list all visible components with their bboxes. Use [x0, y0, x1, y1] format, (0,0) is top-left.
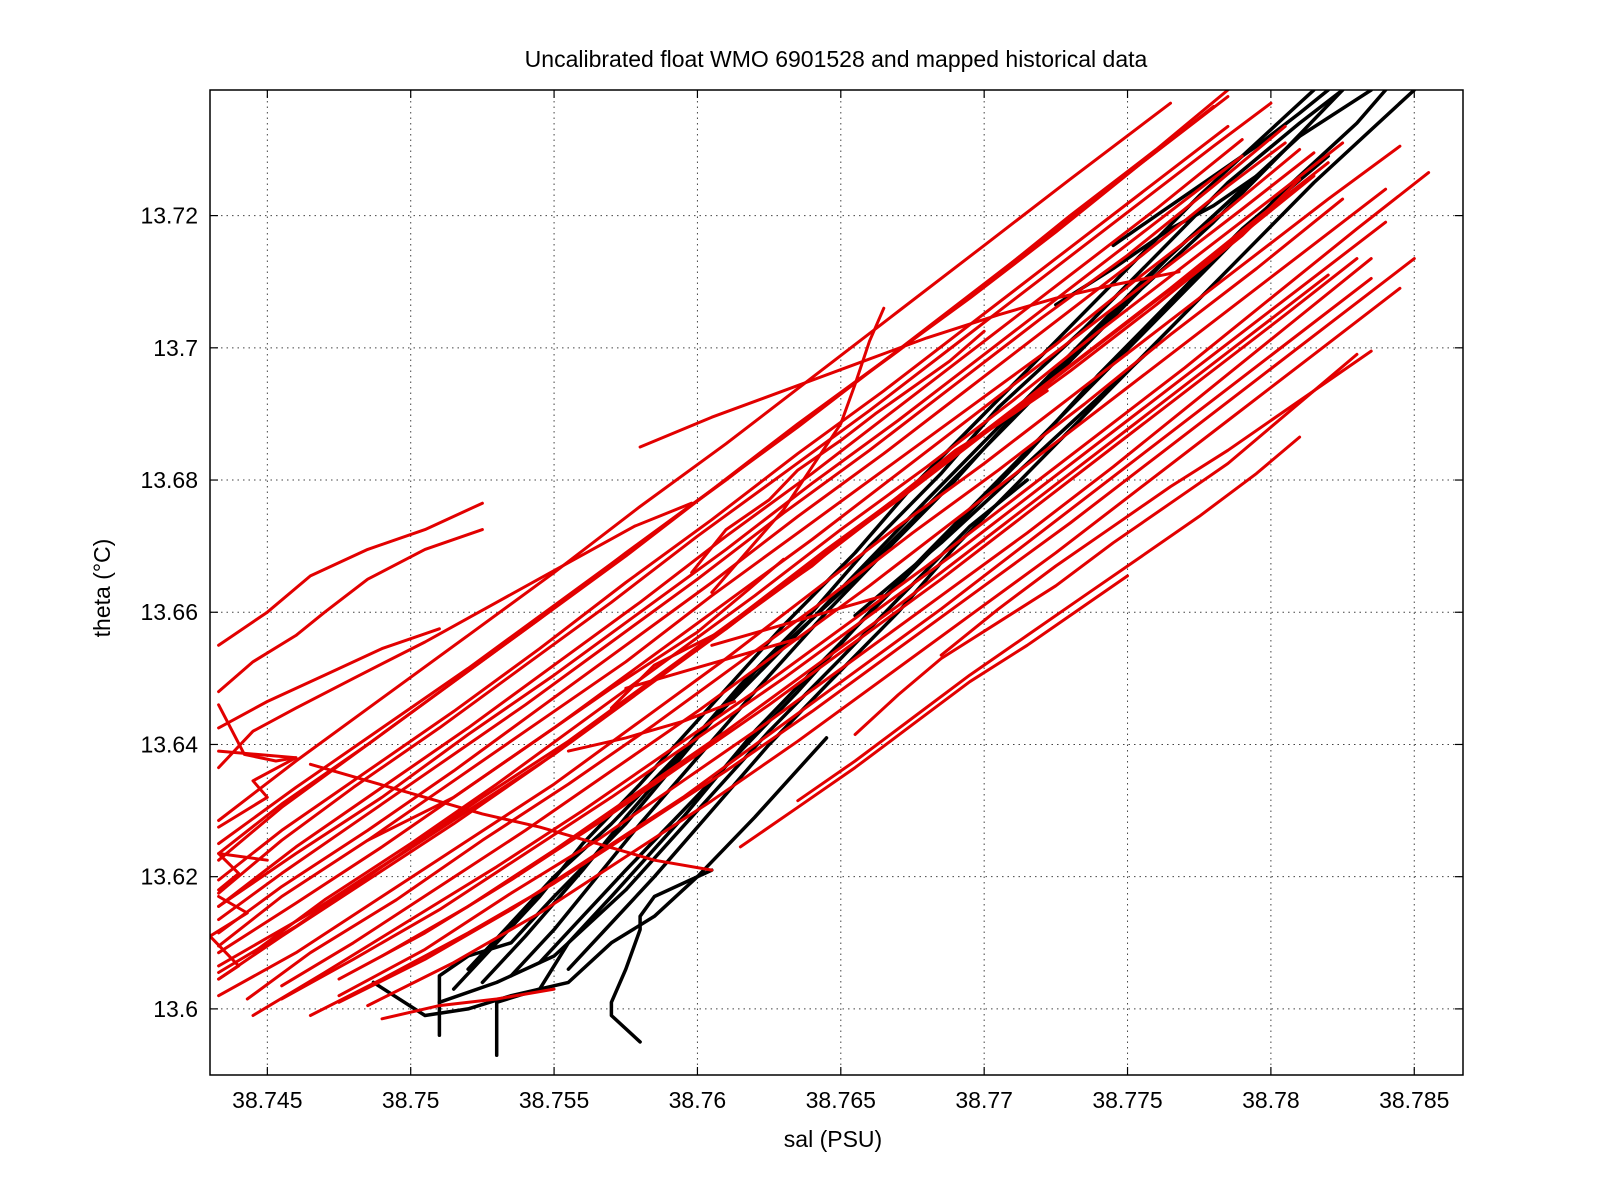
historical-profile-line-49 [366, 557, 785, 842]
historical-profile-line-30 [217, 141, 1287, 935]
historical-profile-line-16 [217, 144, 1402, 998]
historical-profile-line-43 [217, 749, 298, 829]
historical-profile-line-25 [366, 286, 1402, 1008]
historical-profile-line-55 [796, 435, 1302, 803]
historical-profile-line-50 [609, 389, 1049, 710]
historical-profile-line-28 [217, 124, 1230, 882]
y-axis-label: theta (°C) [89, 539, 115, 638]
grid-lines [210, 90, 1463, 1075]
y-tick-label: 13.6 [153, 996, 198, 1022]
data-series [210, 90, 1431, 1057]
x-tick-label: 38.785 [1379, 1087, 1449, 1113]
historical-profile-line-61 [624, 637, 800, 690]
float-profile-line-13 [853, 342, 1158, 618]
historical-profile-line-44 [217, 501, 694, 770]
historical-profile-line-27 [280, 187, 1388, 988]
chart-title: Uncalibrated float WMO 6901528 and mappe… [525, 46, 1148, 72]
historical-profile-line-47 [217, 627, 441, 730]
historical-profile-line-45 [217, 501, 484, 647]
historical-profile-line-36 [217, 138, 1244, 908]
historical-profile-line-37 [245, 197, 1345, 1001]
historical-profile-line-56 [738, 574, 1129, 849]
x-tick-label: 38.75 [382, 1087, 440, 1113]
y-tick-label: 13.66 [140, 599, 198, 625]
historical-profile-line-60 [566, 700, 737, 753]
float-profile-line-8 [609, 868, 714, 1044]
historical-profile-line-58 [308, 762, 714, 872]
axis-ticks: 38.745 38.75 38.755 38.76 38.765 38.77 38.775 3… [140, 90, 1463, 1113]
x-tick-label: 38.765 [806, 1087, 876, 1113]
float-profile-line-6 [437, 147, 1287, 1038]
y-tick-label: 13.68 [140, 467, 198, 493]
historical-profile-line-53 [853, 352, 1359, 736]
historical-profile-line-57 [638, 270, 1181, 449]
x-tick-label: 38.755 [519, 1087, 589, 1113]
y-tick-label: 13.7 [153, 335, 198, 361]
historical-profile-line-51 [690, 329, 986, 575]
historical-profile-line-62 [710, 594, 886, 647]
historical-profile-line-26 [217, 154, 1244, 908]
historical-profile-line-23 [251, 141, 1345, 955]
historical-profile-line-35 [380, 273, 1330, 958]
float-profile-line-9 [371, 736, 829, 1018]
x-tick-label: 38.77 [955, 1087, 1013, 1113]
x-axis-label: sal (PSU) [784, 1126, 882, 1152]
historical-profile-line-46 [217, 528, 484, 694]
historical-profile-line-48 [217, 703, 298, 763]
x-tick-label: 38.78 [1242, 1087, 1300, 1113]
historical-profile-line-41 [210, 895, 249, 981]
historical-profile-line-32 [217, 101, 1172, 822]
historical-profile-line-19 [217, 101, 1273, 895]
x-tick-label: 38.76 [669, 1087, 727, 1113]
float-profile-line-5 [566, 90, 1417, 971]
historical-profile-line-15 [217, 148, 1302, 948]
y-tick-label: 13.72 [140, 203, 198, 229]
historical-profile-line-38 [217, 105, 1215, 855]
historical-profile-line-22 [337, 257, 1373, 998]
y-tick-label: 13.64 [140, 731, 198, 757]
historical-profile-line-42 [217, 852, 269, 892]
plot-frame [209, 89, 1464, 1076]
historical-profile-line-17 [217, 124, 1287, 922]
historical-profile-line-54 [939, 349, 1373, 657]
historical-profile-line-29 [280, 220, 1388, 1001]
historical-profile-line-18 [251, 171, 1431, 1017]
historical-profile-line-52 [710, 306, 886, 594]
historical-profile-line-59 [380, 987, 556, 1021]
x-tick-label: 38.745 [232, 1087, 302, 1113]
y-tick-label: 13.62 [140, 864, 198, 890]
x-tick-label: 38.775 [1092, 1087, 1162, 1113]
float-profile-line-10 [437, 478, 1029, 1005]
historical-profile-line-39 [337, 276, 1373, 1004]
